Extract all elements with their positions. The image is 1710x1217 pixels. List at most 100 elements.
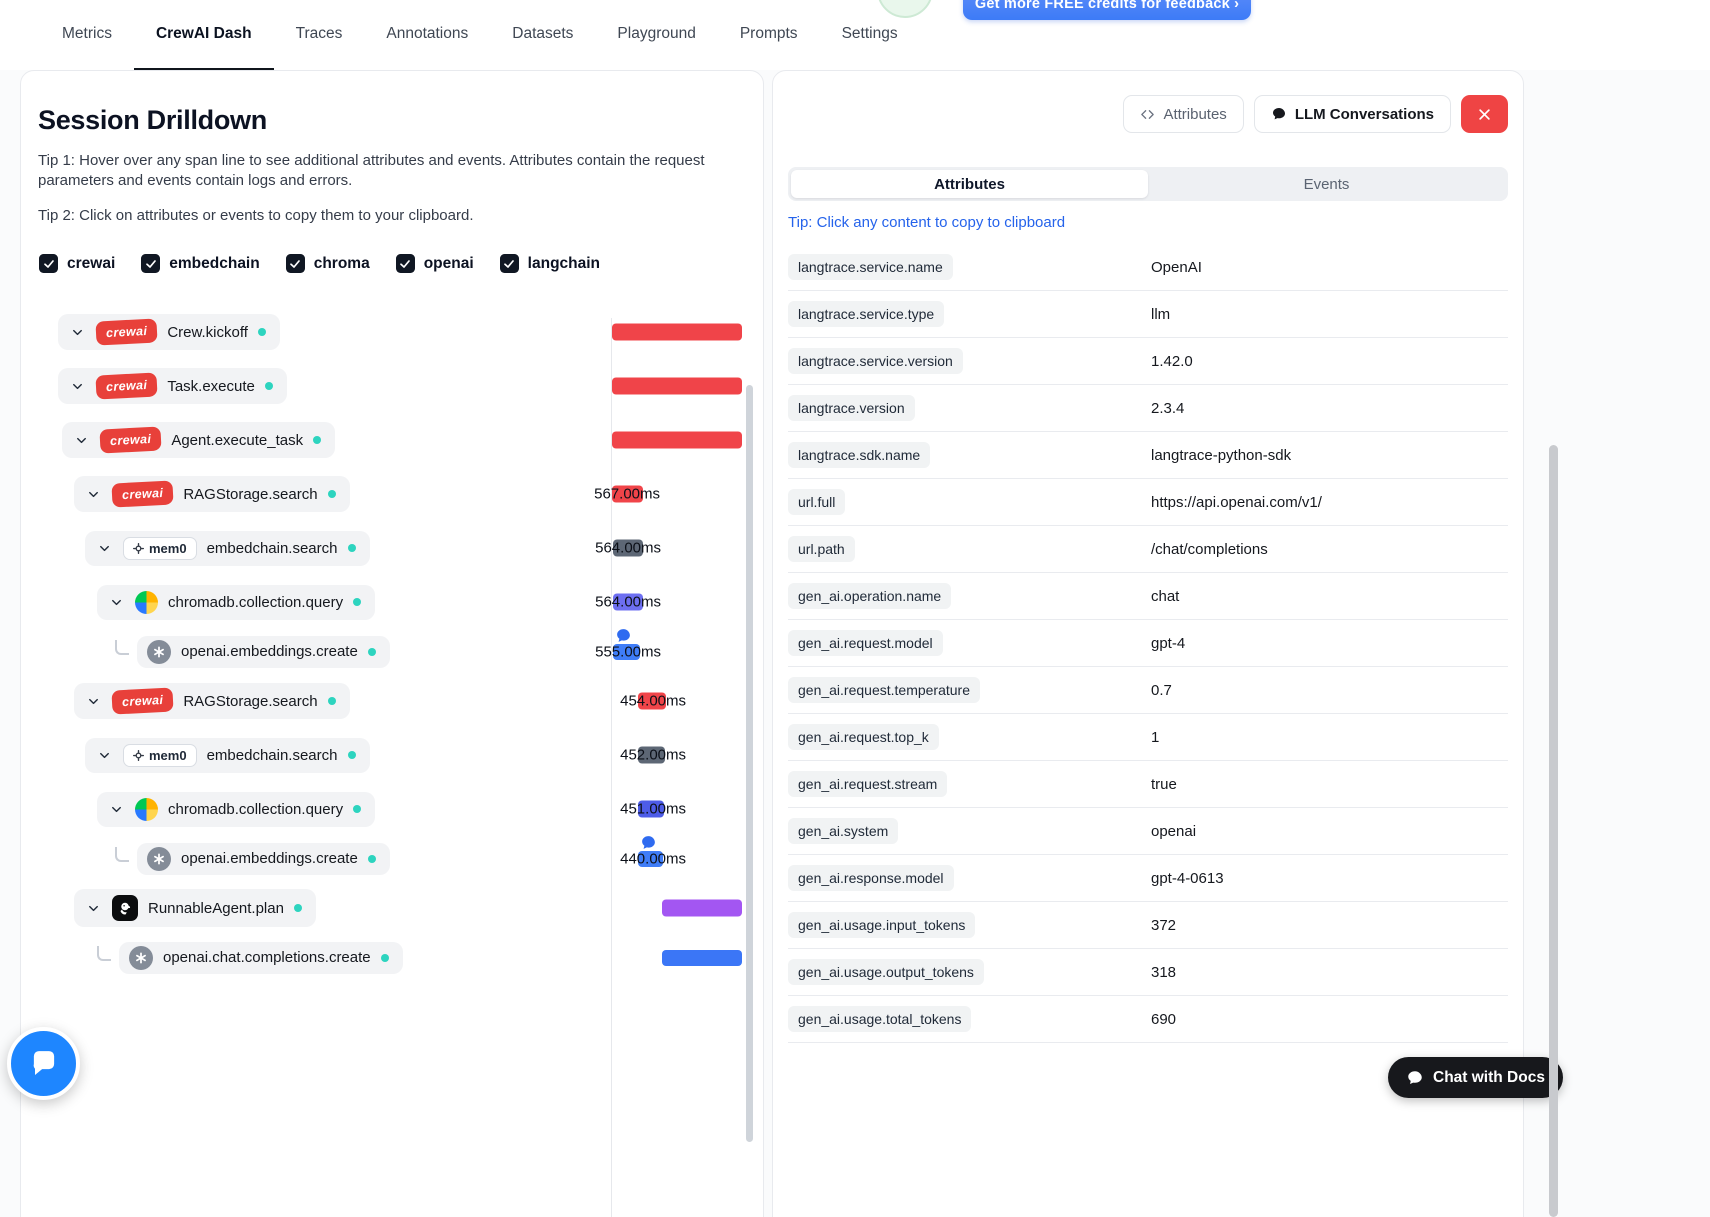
tab-traces[interactable]: Traces	[274, 0, 365, 70]
trace-span-row[interactable]: openai.embeddings.create 555.00ms	[21, 629, 763, 674]
chevron-down-icon[interactable]	[107, 800, 125, 818]
chat-widget-button[interactable]	[7, 1027, 80, 1100]
table-row[interactable]: url.path/chat/completions	[788, 526, 1508, 573]
table-row[interactable]: gen_ai.usage.output_tokens 318	[788, 949, 1508, 996]
span-bar[interactable]	[638, 746, 665, 764]
chevron-down-icon[interactable]	[84, 485, 102, 503]
filter-checkbox-chroma[interactable]: chroma	[285, 254, 370, 274]
span-bar[interactable]	[638, 800, 664, 818]
span-pill[interactable]: mem0 embedchain.search	[85, 530, 370, 566]
table-row[interactable]: url.full https://api.openai.com/v1/	[788, 479, 1508, 526]
span-bar[interactable]	[612, 431, 742, 449]
checkbox-checked-icon[interactable]	[285, 254, 305, 274]
trace-span-row[interactable]: crewai Crew.kickoff	[21, 305, 763, 359]
trace-span-row[interactable]: crewai Task.execute	[21, 359, 763, 413]
span-pill[interactable]: crewai RAGStorage.search	[74, 683, 350, 720]
tab-annotations[interactable]: Annotations	[364, 0, 490, 70]
tab-crewai-dash[interactable]: CrewAI Dash	[133, 0, 274, 70]
span-bar[interactable]	[662, 949, 742, 966]
table-row[interactable]: langtrace.version 2.3.4	[788, 385, 1508, 432]
chevron-down-icon[interactable]	[95, 746, 113, 764]
attribute-value[interactable]: openai	[1151, 822, 1197, 840]
filter-checkbox-langchain[interactable]: langchain	[499, 254, 600, 274]
chat-bubble-icon[interactable]	[640, 834, 657, 851]
attribute-value[interactable]: langtrace-python-sdk	[1151, 446, 1292, 464]
attribute-key[interactable]: gen_ai.request.model	[788, 630, 943, 656]
span-bar[interactable]	[612, 323, 742, 341]
span-bar[interactable]	[662, 899, 742, 917]
attribute-value[interactable]: llm	[1151, 305, 1171, 323]
chevron-down-icon[interactable]	[68, 323, 86, 341]
trace-span-row[interactable]: chromadb.collection.query 451.00ms	[21, 782, 763, 836]
attribute-key[interactable]: gen_ai.usage.total_tokens	[788, 1006, 972, 1032]
span-pill[interactable]: openai.embeddings.create	[137, 842, 390, 875]
tab-attributes[interactable]: Attributes	[791, 170, 1148, 198]
tab-settings[interactable]: Settings	[820, 0, 920, 70]
attribute-value[interactable]: /chat/completions	[1151, 540, 1268, 558]
trace-span-row[interactable]: RunnableAgent.plan	[21, 881, 763, 935]
llm-conversations-button[interactable]: LLM Conversations	[1253, 95, 1451, 133]
chevron-down-icon[interactable]	[84, 692, 102, 710]
tab-metrics[interactable]: Metrics	[40, 0, 134, 70]
free-credits-button[interactable]: Get more FREE credits for feedback ›	[963, 0, 1251, 20]
checkbox-checked-icon[interactable]	[395, 254, 415, 274]
span-pill[interactable]: crewai Task.execute	[58, 368, 287, 405]
attribute-key[interactable]: gen_ai.request.top_k	[788, 724, 939, 750]
tab-datasets[interactable]: Datasets	[490, 0, 595, 70]
attributes-button[interactable]: Attributes	[1123, 95, 1244, 133]
chat-bubble-icon[interactable]	[615, 627, 632, 644]
span-bar[interactable]	[613, 643, 640, 660]
span-bar[interactable]	[638, 692, 666, 710]
span-pill[interactable]: openai.embeddings.create	[137, 635, 390, 668]
attribute-key[interactable]: gen_ai.request.temperature	[788, 677, 980, 703]
attribute-value[interactable]: 1	[1151, 728, 1160, 746]
attribute-key[interactable]: langtrace.version	[788, 395, 915, 421]
span-bar[interactable]	[612, 485, 643, 503]
attribute-value[interactable]: gpt-4	[1151, 634, 1186, 652]
chevron-down-icon[interactable]	[72, 431, 90, 449]
attribute-value[interactable]: 0.7	[1151, 681, 1172, 699]
trace-span-row[interactable]: chromadb.collection.query 564.00ms	[21, 575, 763, 629]
table-row[interactable]: langtrace.service.type llm	[788, 291, 1508, 338]
chat-with-docs-button[interactable]: Chat with Docs	[1388, 1057, 1563, 1098]
tab-playground[interactable]: Playground	[595, 0, 717, 70]
chevron-down-icon[interactable]	[68, 377, 86, 395]
chevron-down-icon[interactable]	[95, 539, 113, 557]
attribute-key[interactable]: url.path	[788, 536, 855, 562]
table-row[interactable]: gen_ai.usage.total_tokens 690	[788, 996, 1508, 1043]
table-row[interactable]: gen_ai.operation.name chat	[788, 573, 1508, 620]
checkbox-checked-icon[interactable]	[141, 254, 161, 274]
page-scrollbar[interactable]	[1549, 445, 1558, 1217]
span-pill[interactable]: crewai RAGStorage.search	[74, 476, 350, 513]
attribute-value[interactable]: https://api.openai.com/v1/	[1151, 493, 1322, 511]
attribute-value[interactable]: 318	[1151, 963, 1177, 981]
span-bar[interactable]	[613, 593, 643, 611]
table-row[interactable]: gen_ai.request.model gpt-4	[788, 620, 1508, 667]
trace-span-row[interactable]: openai.embeddings.create 440.00ms	[21, 836, 763, 881]
span-pill[interactable]: chromadb.collection.query	[97, 791, 376, 827]
span-bar[interactable]	[613, 539, 643, 557]
span-pill[interactable]: openai.chat.completions.create	[119, 941, 403, 974]
chevron-down-icon[interactable]	[107, 593, 125, 611]
chevron-down-icon[interactable]	[84, 899, 102, 917]
checkbox-checked-icon[interactable]	[499, 254, 519, 274]
span-pill[interactable]: crewai Agent.execute_task	[62, 422, 336, 459]
attribute-key[interactable]: url.full	[788, 489, 846, 515]
attribute-key[interactable]: langtrace.service.name	[788, 254, 953, 280]
table-row[interactable]: gen_ai.request.stream true	[788, 761, 1508, 808]
attribute-key[interactable]: gen_ai.usage.output_tokens	[788, 959, 984, 985]
close-button[interactable]	[1461, 95, 1508, 133]
table-row[interactable]: gen_ai.request.top_k 1	[788, 714, 1508, 761]
attribute-key[interactable]: gen_ai.system	[788, 818, 899, 844]
attribute-key[interactable]: gen_ai.request.stream	[788, 771, 948, 797]
table-row[interactable]: gen_ai.system openai	[788, 808, 1508, 855]
attribute-value[interactable]: gpt-4-0613	[1151, 869, 1224, 887]
span-pill[interactable]: mem0 embedchain.search	[85, 737, 370, 773]
trace-span-row[interactable]: mem0 embedchain.search 452.00ms	[21, 728, 763, 782]
checkbox-checked-icon[interactable]	[39, 254, 58, 274]
filter-checkbox-crewai[interactable]: crewai	[39, 254, 115, 274]
trace-span-row[interactable]: crewai RAGStorage.search 567.00ms	[21, 467, 763, 521]
tab-prompts[interactable]: Prompts	[718, 0, 820, 70]
attribute-value[interactable]: true	[1151, 775, 1177, 793]
trace-span-row[interactable]: crewai RAGStorage.search 454.00ms	[21, 674, 763, 728]
